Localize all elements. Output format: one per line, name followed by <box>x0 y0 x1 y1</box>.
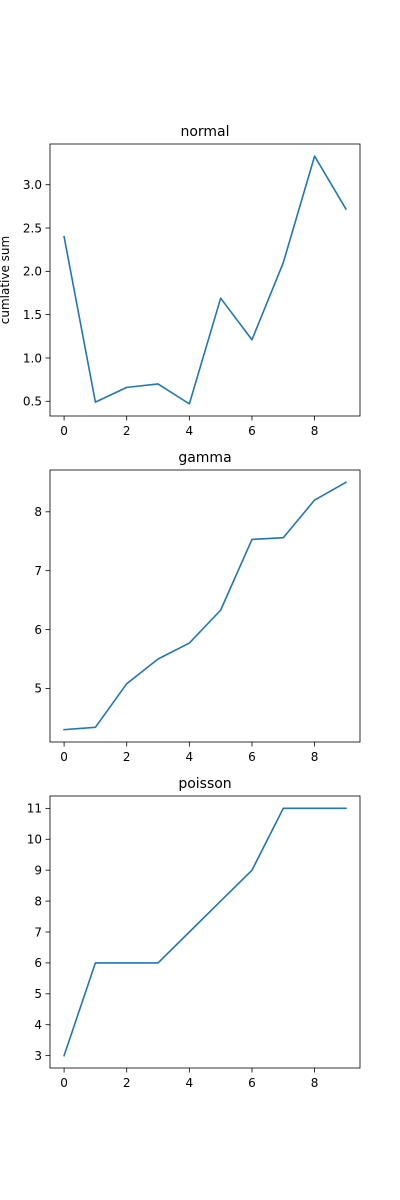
x-tick-label: 6 <box>248 424 256 438</box>
y-tick-label: 2.0 <box>23 265 42 279</box>
y-axis-label: cumlative sum <box>0 236 12 324</box>
y-tick-label: 5 <box>34 682 42 696</box>
y-tick-label: 5 <box>34 987 42 1001</box>
y-tick-label: 6 <box>34 956 42 970</box>
x-tick-label: 0 <box>60 1076 68 1090</box>
x-tick-label: 6 <box>248 750 256 764</box>
y-tick-label: 10 <box>27 833 42 847</box>
y-tick-label: 7 <box>34 564 42 578</box>
subplot-title: gamma <box>178 450 231 466</box>
x-tick-label: 6 <box>248 1076 256 1090</box>
y-tick-label: 11 <box>27 802 42 816</box>
x-tick-label: 0 <box>60 750 68 764</box>
y-tick-label: 8 <box>34 894 42 908</box>
y-tick-label: 2.5 <box>23 221 42 235</box>
y-tick-label: 3 <box>34 1049 42 1063</box>
x-tick-label: 4 <box>186 424 194 438</box>
y-tick-label: 6 <box>34 623 42 637</box>
y-tick-label: 1.5 <box>23 308 42 322</box>
x-tick-label: 8 <box>311 1076 319 1090</box>
x-tick-label: 4 <box>186 1076 194 1090</box>
subplot-title: normal <box>180 124 229 140</box>
x-tick-label: 8 <box>311 750 319 764</box>
y-tick-label: 4 <box>34 1018 42 1032</box>
y-tick-label: 9 <box>34 863 42 877</box>
x-tick-label: 4 <box>186 750 194 764</box>
y-tick-label: 3.0 <box>23 178 42 192</box>
x-tick-label: 2 <box>123 424 131 438</box>
x-tick-label: 8 <box>311 424 319 438</box>
y-tick-label: 7 <box>34 925 42 939</box>
x-tick-label: 2 <box>123 750 131 764</box>
x-tick-label: 2 <box>123 1076 131 1090</box>
y-tick-label: 1.0 <box>23 351 42 365</box>
y-tick-label: 8 <box>34 505 42 519</box>
y-tick-label: 0.5 <box>23 395 42 409</box>
x-tick-label: 0 <box>60 424 68 438</box>
subplot-title: poisson <box>178 776 231 792</box>
